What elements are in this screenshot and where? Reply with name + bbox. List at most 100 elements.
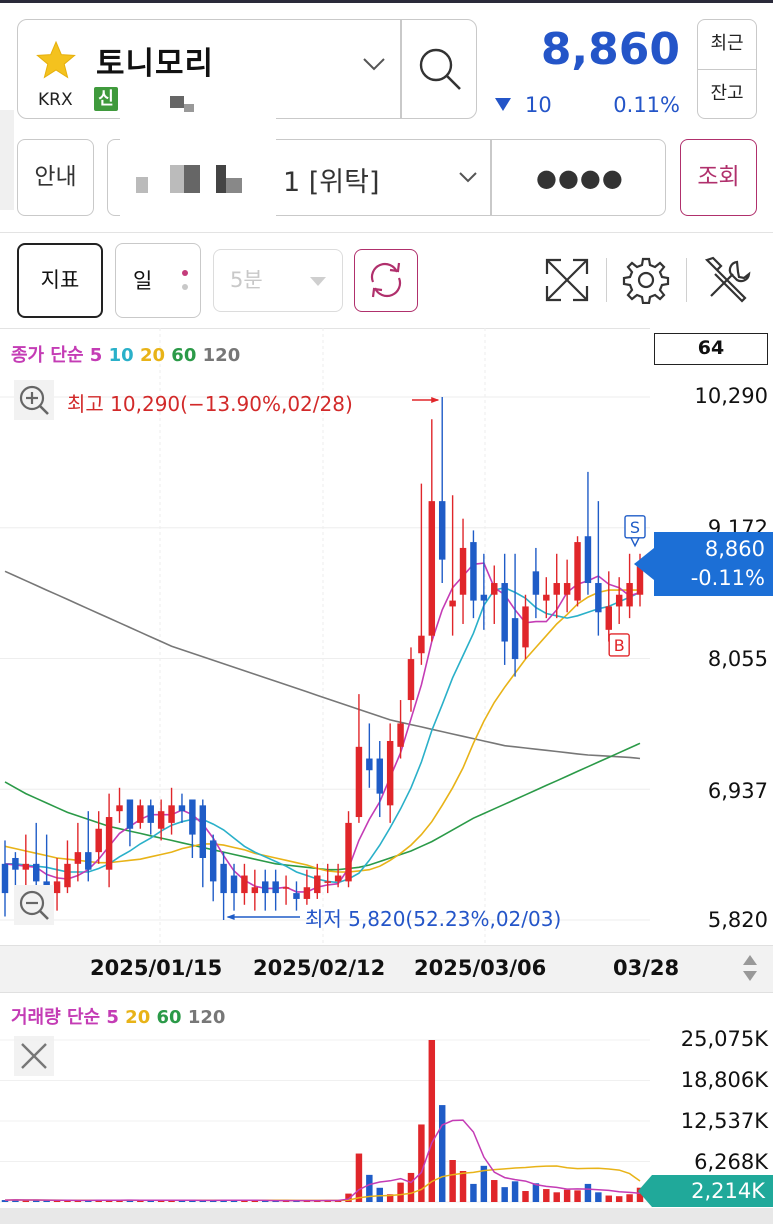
x-tick-label: 2025/01/15: [90, 956, 223, 980]
candle-body: [376, 758, 383, 794]
gear-icon[interactable]: [622, 256, 670, 304]
chevron-down-icon[interactable]: [362, 56, 386, 72]
volume-bar: [584, 1183, 592, 1202]
candle-body: [251, 887, 259, 894]
down-arrow-icon: [495, 98, 511, 111]
indicator-button[interactable]: 지표: [17, 243, 103, 318]
recent-button[interactable]: 최근: [710, 33, 744, 54]
volume-bar: [459, 1170, 467, 1202]
volume-bar: [147, 1200, 154, 1202]
tools-icon[interactable]: [703, 256, 751, 304]
volume-bar: [105, 1200, 113, 1202]
candle-count-box[interactable]: 64: [654, 333, 768, 365]
volume-bar: [189, 1200, 196, 1202]
redaction-block: [184, 165, 200, 193]
redaction-block: [170, 165, 184, 193]
volume-bar: [605, 1195, 612, 1202]
zoom-out-icon[interactable]: [14, 885, 54, 925]
candle-body: [105, 817, 113, 870]
candle-body: [532, 571, 540, 595]
candlestick-chart[interactable]: SB: [0, 328, 650, 945]
period-label: 일: [133, 269, 153, 293]
candle-body: [511, 618, 519, 660]
candle-body: [241, 875, 248, 894]
volume-legend-prefix: 거래량 단순: [11, 1007, 101, 1028]
redaction-block: [226, 178, 242, 193]
candle-body: [574, 542, 581, 601]
volume-bar: [64, 1200, 71, 1202]
volume-bar: [449, 1160, 456, 1202]
password-field[interactable]: ●●●●: [536, 164, 624, 192]
current-price-tag: 8,860 -0.11%: [654, 532, 773, 596]
ma-legend: 종가 단순 5 10 20 60 120: [11, 341, 240, 367]
volume-bar: [1, 1200, 9, 1202]
candle-body: [12, 857, 19, 870]
period-selector[interactable]: 일: [115, 243, 201, 318]
volume-legend-ma20: 20: [125, 1007, 151, 1028]
favorite-star-icon[interactable]: [36, 40, 76, 80]
volume-tick-label: 25,075K: [680, 1027, 768, 1051]
dropdown-arrow-icon: [310, 277, 326, 286]
candle-body: [491, 583, 498, 595]
volume-bar: [553, 1192, 560, 1202]
candle-body: [355, 746, 363, 818]
redaction-block: [170, 96, 184, 108]
zoom-in-icon[interactable]: [14, 380, 54, 420]
legend-ma120: 120: [202, 345, 241, 366]
candle-body: [230, 875, 238, 894]
volume-bar: [33, 1200, 40, 1202]
dot-indicator: [182, 270, 188, 276]
legend-ma10: 10: [108, 345, 134, 366]
candle-body: [470, 542, 477, 601]
balance-button[interactable]: 잔고: [698, 69, 756, 118]
resize-handle-icon[interactable]: [740, 952, 760, 984]
current-volume-tag: 2,214K: [652, 1175, 773, 1207]
volume-bar: [543, 1189, 550, 1202]
volume-bar: [480, 1165, 488, 1202]
minute-selector[interactable]: 5분: [213, 249, 343, 312]
divider: [0, 232, 773, 233]
date-axis-bar: [0, 945, 773, 993]
x-tick-label: 2025/02/12: [253, 956, 386, 980]
volume-chart[interactable]: [0, 1030, 650, 1208]
candle-body: [168, 805, 175, 823]
expand-icon[interactable]: [543, 256, 591, 304]
candle-body: [438, 501, 446, 560]
close-icon[interactable]: [14, 1036, 54, 1076]
volume-bar: [574, 1190, 581, 1202]
volume-bar: [428, 1040, 436, 1202]
current-price: 8,860: [540, 24, 680, 75]
candle-body: [563, 583, 571, 595]
divider: [490, 140, 492, 215]
candle-body: [189, 799, 196, 835]
volume-legend-ma120: 120: [187, 1007, 226, 1028]
volume-bar: [595, 1192, 602, 1202]
volume-tick-label: 6,268K: [694, 1150, 768, 1174]
volume-bar: [116, 1199, 123, 1202]
buy-signal-label: B: [614, 636, 625, 655]
search-icon[interactable]: [415, 44, 465, 94]
chevron-down-icon[interactable]: [458, 170, 478, 184]
candle-body: [116, 805, 123, 812]
price-axis: [650, 328, 773, 945]
query-button[interactable]: 조회: [680, 139, 757, 216]
refresh-button[interactable]: [354, 249, 418, 312]
candle-body: [418, 635, 425, 654]
guide-button[interactable]: 안내: [17, 139, 94, 216]
volume-bar: [345, 1193, 352, 1202]
volume-bar: [178, 1200, 186, 1202]
volume-bar: [511, 1181, 519, 1202]
volume-bar: [74, 1200, 82, 1202]
candle-body: [314, 875, 321, 894]
market-label: KRX: [38, 90, 73, 110]
divider: [0, 328, 773, 329]
volume-bar: [386, 1194, 394, 1202]
candle-body: [345, 822, 352, 882]
candle-body: [53, 881, 61, 894]
volume-bar: [397, 1182, 404, 1202]
x-tick-label: 03/28: [613, 956, 680, 980]
sell-signal-box: [624, 515, 646, 539]
candle-body: [220, 863, 227, 894]
volume-bar: [532, 1183, 540, 1202]
volume-bar: [251, 1200, 259, 1202]
